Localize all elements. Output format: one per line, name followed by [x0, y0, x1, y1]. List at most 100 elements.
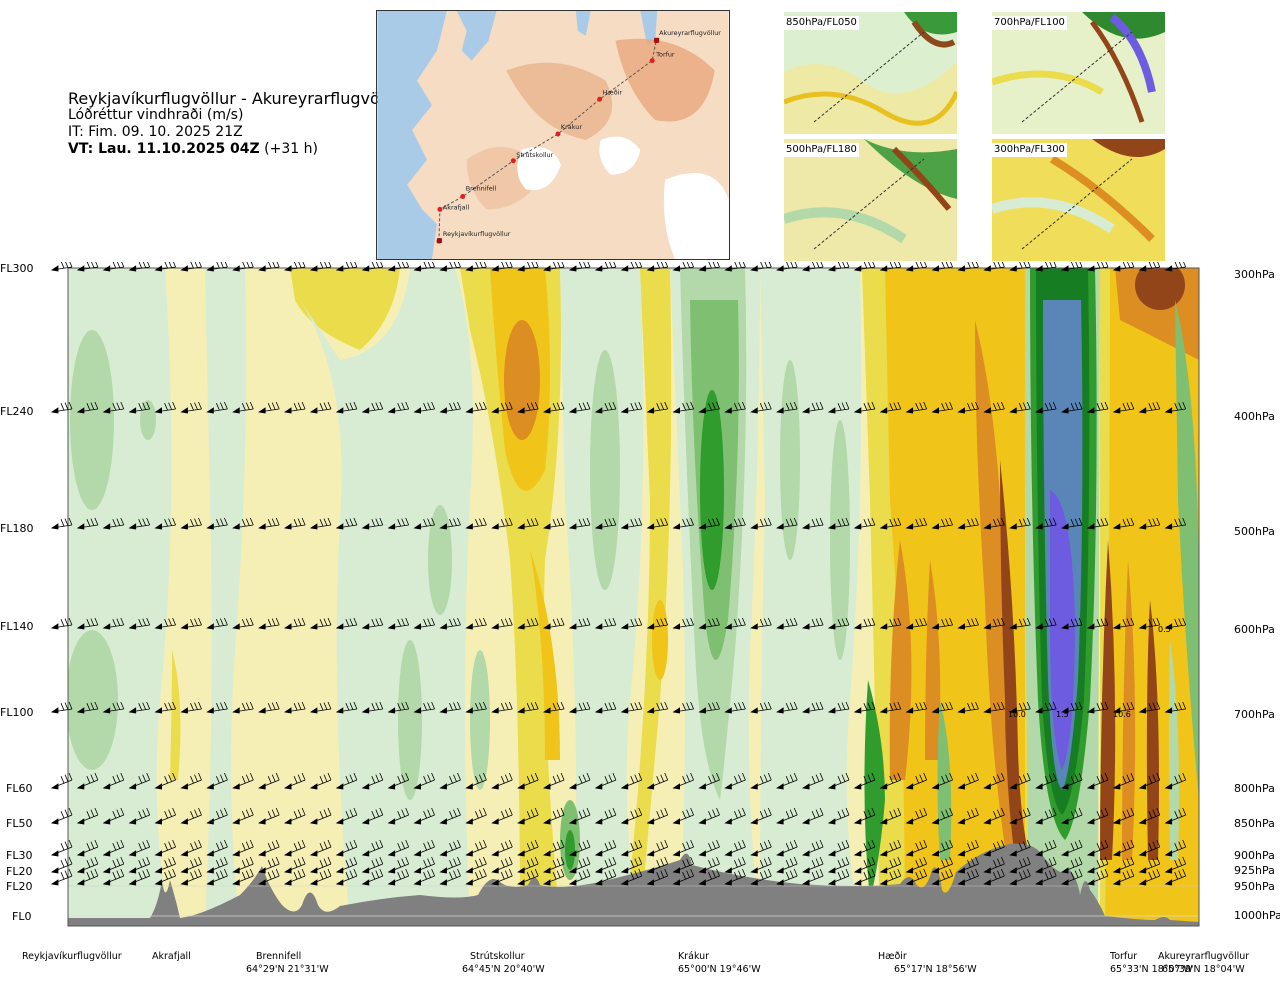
wind-barb-flag — [465, 879, 473, 886]
wind-barb — [336, 807, 358, 824]
wind-barb — [751, 807, 772, 824]
wind-barb — [103, 401, 125, 413]
wind-barb-flag — [232, 623, 240, 630]
wind-barb — [828, 517, 850, 529]
wind-barb-flag — [802, 707, 810, 714]
wind-barb-flag — [206, 265, 214, 272]
wind-barb — [1061, 807, 1083, 824]
wind-barb-flag — [1138, 818, 1147, 825]
wind-barb-flag — [543, 783, 551, 790]
wind-barb-flag — [309, 623, 318, 630]
wind-barb — [621, 868, 643, 885]
wind-barb — [958, 701, 979, 713]
wind-barb-flag — [750, 867, 758, 874]
wind-barb-flag — [50, 265, 59, 272]
wind-barb — [414, 807, 435, 824]
wind-barb-flag — [335, 879, 344, 886]
wind-barb — [777, 772, 798, 789]
point-name: Hæðir — [878, 951, 907, 962]
wind-barb-flag — [620, 523, 629, 530]
wind-barb-flag — [154, 407, 162, 414]
wind-barb — [673, 401, 694, 413]
wind-barb-flag — [646, 265, 655, 272]
route-map: Akureyrarflugvöllur Torfur Hæðir Krákur … — [376, 10, 730, 260]
wind-barb — [388, 701, 410, 713]
wind-barb-flag — [465, 850, 473, 857]
wind-barb-flag — [102, 818, 111, 825]
wind-barb-flag — [646, 707, 655, 714]
wind-barb — [673, 262, 694, 271]
wind-barb — [207, 868, 228, 885]
wind-barb — [1113, 807, 1135, 824]
wind-barb-flag — [154, 850, 162, 857]
wind-barb-flag — [439, 818, 447, 825]
wind-barb-flag — [1061, 707, 1069, 714]
wind-barb-flag — [284, 818, 292, 825]
wind-barb-flag — [931, 523, 939, 530]
wind-barb-flag — [387, 265, 396, 272]
wind-barb — [958, 807, 979, 824]
wind-barb — [1062, 701, 1083, 713]
wind-barb — [621, 772, 643, 789]
wind-barb-flag — [776, 707, 784, 714]
thumbnail-500[interactable]: 500hPa/FL180 — [782, 139, 957, 265]
wind-barb — [310, 839, 332, 856]
wind-barb — [388, 807, 410, 824]
wind-barb-flag — [620, 850, 629, 857]
wind-barb — [285, 401, 306, 413]
wind-barb — [1087, 807, 1109, 824]
wind-barb — [699, 401, 720, 413]
wind-barb — [1139, 772, 1161, 789]
wind-barb-flag — [905, 867, 914, 874]
wind-barb — [207, 701, 228, 713]
wind-barb-flag — [594, 523, 603, 530]
wind-barb-flag — [439, 407, 447, 414]
wind-barb-flag — [413, 407, 421, 414]
wind-barb — [595, 772, 617, 789]
point-name: Akureyrarflugvöllur — [1158, 951, 1250, 962]
wind-barb-flag — [335, 783, 344, 790]
wind-barb-flag — [128, 407, 137, 414]
wind-barb-flag — [76, 879, 85, 886]
wind-barb-flag — [827, 867, 836, 874]
wind-barb — [854, 701, 876, 713]
thumbnail-300[interactable]: 300hPa/FL300 — [990, 139, 1165, 265]
wind-barb-flag — [258, 850, 266, 857]
wind-barb-flag — [620, 707, 629, 714]
wind-barb-flag — [439, 867, 447, 874]
wind-barb-flag — [957, 707, 965, 714]
wind-barb — [932, 839, 953, 856]
wind-barb — [699, 772, 720, 789]
wind-barb-flag — [154, 818, 162, 825]
wind-barb-flag — [543, 407, 551, 414]
wind-barb-flag — [983, 707, 991, 714]
wind-barb — [699, 839, 720, 856]
wind-barb — [1087, 868, 1109, 885]
wind-barb — [1113, 517, 1135, 529]
wind-barb-flag — [413, 707, 421, 714]
wind-barb-flag — [1086, 879, 1095, 886]
wind-barb-flag — [1009, 879, 1017, 886]
wind-barb — [233, 807, 254, 824]
wind-barb — [518, 401, 539, 413]
thumbnail-700[interactable]: 700hPa/FL100 — [990, 12, 1165, 138]
wind-barb-flag — [309, 818, 318, 825]
wind-barb — [699, 617, 720, 629]
wind-barb-flag — [491, 623, 499, 630]
wind-barb — [310, 401, 332, 413]
thumbnail-850-label: 850hPa/FL050 — [784, 16, 859, 30]
hpa-label-950: 950hPa — [1234, 880, 1275, 893]
thumbnail-850[interactable]: 850hPa/FL050 — [783, 12, 960, 138]
fl-label-0: FL0 — [12, 910, 32, 923]
wind-barb — [984, 517, 1005, 529]
wind-barb-flag — [931, 867, 939, 874]
wind-barb-flag — [543, 867, 551, 874]
wind-barb-flag — [361, 818, 370, 825]
wind-barb-flag — [568, 407, 577, 414]
wind-barb — [492, 772, 513, 789]
wind-barb — [207, 772, 228, 789]
wind-barbs — [50, 262, 1187, 886]
fl-label-180: FL180 — [0, 522, 34, 535]
wind-barb — [1061, 868, 1083, 885]
wind-barb-flag — [128, 879, 137, 886]
